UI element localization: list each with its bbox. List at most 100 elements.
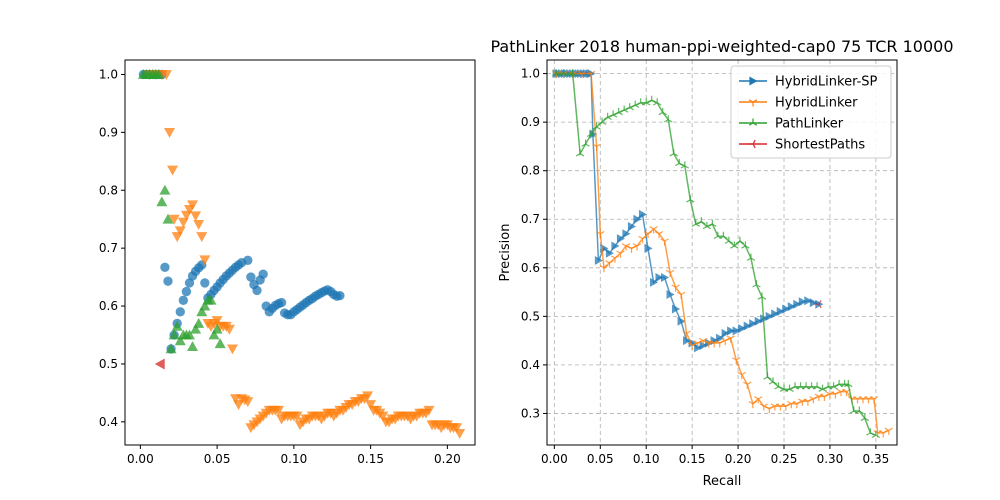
left-data-point: [196, 232, 208, 243]
right-x-tick-label: 0.15: [679, 452, 706, 466]
left-axes-frame: [124, 59, 476, 446]
right-series-3: [814, 299, 822, 309]
left-data-point: [177, 217, 189, 228]
right-data-point: [785, 384, 794, 392]
right-y-tick-label: 0.7: [521, 212, 540, 226]
right-chart-title: PathLinker 2018 human-ppi-weighted-cap0 …: [490, 37, 953, 56]
legend-marker: [748, 118, 758, 126]
legend-item: PathLinker: [739, 117, 844, 132]
right-data-point: [721, 328, 730, 338]
right-data-point: [672, 304, 681, 314]
right-y-tick-label: 1.0: [521, 67, 540, 81]
right-data-point: [719, 231, 728, 240]
right-data-point: [759, 403, 769, 411]
left-y-tick-label: 0.7: [99, 241, 118, 255]
right-data-point: [559, 69, 568, 77]
left-data-point: [160, 70, 172, 80]
left-data-point: [242, 397, 254, 408]
right-data-point: [809, 298, 818, 308]
right-data-point: [702, 222, 712, 230]
legend-label: HybridLinker: [775, 96, 858, 111]
right-data-point: [627, 222, 637, 232]
right-data-point: [698, 337, 708, 346]
right-data-point: [768, 377, 778, 385]
right-data-point: [814, 299, 822, 309]
right-data-point: [781, 403, 791, 411]
right-data-point: [605, 248, 614, 258]
left-data-point: [258, 269, 268, 279]
right-data-point: [757, 292, 767, 300]
right-data-point: [616, 234, 625, 244]
right-data-point: [774, 382, 783, 390]
left-data-point: [211, 316, 223, 327]
right-data-point: [682, 330, 691, 338]
right-data-point: [592, 122, 601, 130]
right-data-point: [675, 158, 684, 167]
right-data-point: [654, 231, 664, 239]
right-data-point: [804, 296, 813, 306]
right-data-point: [831, 391, 840, 399]
left-data-point: [181, 286, 192, 297]
right-data-point: [643, 231, 653, 239]
left-data-point: [276, 297, 287, 308]
right-data-point: [603, 112, 612, 121]
left-data-point: [171, 320, 183, 331]
left-data-point: [187, 341, 199, 351]
legend-marker: [748, 139, 756, 149]
right-data-point: [793, 299, 802, 309]
left-data-point: [168, 214, 180, 225]
left-data-point: [163, 276, 173, 286]
left-data-point: [362, 391, 374, 402]
left-data-point: [291, 411, 303, 422]
right-data-point: [732, 357, 741, 365]
right-data-point: [649, 226, 658, 234]
right-data-point: [638, 235, 647, 244]
right-data-point: [730, 241, 739, 249]
right-data-point: [683, 336, 692, 346]
legend-marker: [749, 76, 758, 86]
left-data-point: [199, 255, 211, 266]
right-data-point: [644, 243, 653, 253]
left-data-point: [246, 272, 256, 282]
right-data-point: [592, 143, 601, 151]
left-data-point: [162, 213, 174, 224]
right-x-tick-label: 0.35: [863, 452, 890, 466]
right-data-point: [818, 384, 827, 392]
right-y-tick-label: 0.6: [521, 261, 540, 275]
right-data-point: [879, 430, 888, 438]
left-data-point: [154, 358, 165, 370]
right-axes: 0.00 0.05 0.10 0.15 0.20 0.25 0.30 0.35 0.3 0.4 0.…: [490, 37, 953, 489]
left-data-point: [223, 324, 235, 335]
left-data-point: [183, 329, 195, 340]
right-data-point: [605, 260, 614, 268]
right-data-point: [599, 265, 609, 273]
left-data-point: [190, 211, 202, 222]
right-data-point: [727, 326, 736, 336]
right-data-point: [676, 291, 686, 299]
left-data-point: [214, 338, 226, 349]
right-data-point: [765, 405, 774, 414]
right-data-point: [627, 245, 636, 253]
legend-item: ShortestPaths: [739, 138, 865, 153]
left-y-tick-label: 0.4: [99, 415, 118, 429]
right-data-point: [680, 161, 690, 169]
right-data-point: [655, 273, 664, 283]
right-data-point: [726, 335, 735, 343]
right-data-point: [735, 236, 745, 244]
left-data-point: [174, 226, 186, 237]
left-series-3: [154, 358, 165, 370]
right-data-point: [798, 297, 807, 307]
right-y-tick-label: 0.3: [521, 406, 540, 420]
right-data-point: [687, 342, 697, 350]
right-data-point: [616, 250, 625, 258]
right-data-point: [708, 219, 717, 227]
legend-label: PathLinker: [775, 117, 844, 132]
left-series-2: [137, 68, 226, 354]
right-data-point: [884, 427, 893, 435]
right-data-point: [716, 333, 725, 343]
left-data-point: [208, 329, 220, 340]
right-y-tick-label: 0.9: [521, 115, 540, 129]
right-data-point: [594, 256, 603, 266]
right-data-point: [860, 413, 870, 422]
right-data-point: [771, 309, 780, 319]
